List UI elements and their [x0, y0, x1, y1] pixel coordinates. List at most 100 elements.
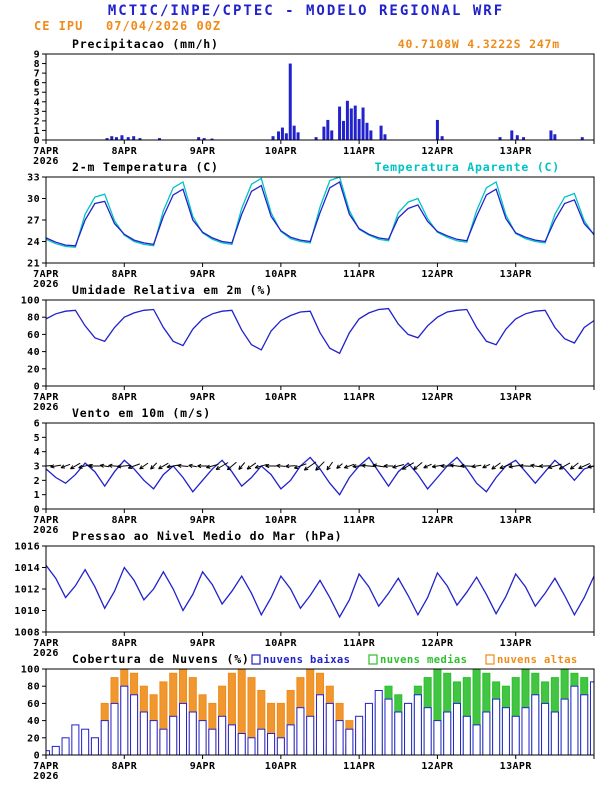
y-tick-label: 6 — [34, 419, 40, 430]
cloud-bar-nuvens-baixas — [384, 698, 393, 756]
precip-bar — [284, 133, 288, 140]
precip-bar — [158, 138, 162, 140]
x-tick-label: 12APR — [421, 146, 454, 157]
x-tick-label: 9APR — [190, 638, 216, 649]
precip-bar — [197, 137, 201, 140]
nuvens-frame — [45, 668, 595, 756]
cloud-bar-nuvens-baixas — [560, 698, 569, 756]
precip-bar — [522, 137, 526, 140]
series-umidade-relativa — [46, 307, 594, 355]
x-tick-label: 13APR — [500, 515, 533, 526]
precip-bar — [440, 136, 444, 140]
cloud-bar-nuvens-baixas — [550, 711, 559, 756]
x-tick-label: 10APR — [265, 515, 298, 526]
y-tick-label: 6 — [34, 78, 40, 89]
temperatura-plot-area — [46, 176, 594, 248]
series-pressao-nivel-mar — [46, 564, 594, 619]
x-tick-label: 9APR — [190, 515, 216, 526]
cloud-bar-nuvens-baixas — [472, 724, 481, 756]
precip-bar — [326, 119, 330, 140]
x-tick-label: 13APR — [500, 392, 533, 403]
cloud-bar-nuvens-baixas — [267, 733, 276, 756]
y-tick-label: 1 — [34, 126, 40, 137]
precip-bar — [580, 137, 584, 140]
y-tick-label: 20 — [27, 364, 40, 375]
precip-bar — [210, 138, 214, 140]
umidade-frame — [45, 299, 595, 387]
x-tick-label: 8APR — [111, 269, 137, 280]
cloud-bar-nuvens-baixas — [110, 702, 119, 756]
precip-bar — [114, 137, 118, 140]
x-tick-label: 8APR — [111, 392, 137, 403]
precipitacao-plot-area — [105, 63, 584, 140]
vento-title: Vento em 10m (m/s) — [72, 406, 211, 420]
cloud-bar-nuvens-baixas — [178, 702, 188, 756]
panel-temperatura: 21 24 27 30 33 7APR 8APR 9APR 10APR 11APR 12APR 13A… — [27, 160, 595, 290]
y-tick-label: 60 — [27, 699, 40, 710]
precip-bar — [341, 120, 345, 140]
precip-bar — [345, 100, 349, 140]
precip-bar — [132, 136, 136, 140]
cloud-bar-nuvens-baixas — [276, 737, 285, 756]
panel-pressao: 1008 1010 1012 1014 1016 7APR 8APR 9APR 10APR 11A… — [14, 529, 595, 659]
series-temperatura-2m — [46, 181, 594, 247]
cloud-bar-nuvens-baixas — [257, 728, 266, 756]
umidade-title: Umidade Relativa em 2m (%) — [72, 283, 273, 297]
cloud-bar-nuvens-baixas — [501, 707, 510, 756]
x-tick-label: 11APR — [343, 392, 376, 403]
cloud-bar-nuvens-baixas — [100, 720, 109, 756]
cloud-bar-nuvens-baixas — [46, 750, 51, 756]
precip-bar — [280, 127, 284, 140]
x-tick-label: 7APR — [33, 269, 59, 280]
panel-vento: 0 1 2 3 4 5 6 7APR 8APR 9APR 10APR 11APR 12APR 13APR 2… — [33, 406, 595, 536]
x-tick-label: 9APR — [190, 761, 216, 772]
cloud-bar-nuvens-baixas — [247, 737, 256, 756]
cloud-bar-nuvens-baixas — [286, 724, 295, 756]
precip-bar — [357, 118, 361, 140]
precip-bar — [338, 106, 342, 140]
x-tick-label: 12APR — [421, 515, 454, 526]
cloud-bar-nuvens-baixas — [218, 715, 227, 756]
x-tick-label: 11APR — [343, 638, 376, 649]
precip-bar — [296, 132, 300, 140]
x-tick-label: 8APR — [111, 146, 137, 157]
cloud-bar-nuvens-baixas — [139, 711, 148, 756]
x-tick-label: 12APR — [421, 269, 454, 280]
precip-bar — [435, 119, 439, 140]
y-tick-label: 5 — [34, 433, 40, 444]
year-label: 2026 — [33, 648, 59, 659]
precip-bar — [120, 135, 124, 140]
precip-bar — [353, 105, 357, 140]
temperatura-title: 2-m Temperatura (C) — [72, 160, 219, 174]
y-tick-label: 9 — [34, 50, 40, 61]
y-tick-label: 21 — [27, 259, 40, 270]
cloud-bar-nuvens-baixas — [580, 694, 589, 756]
cloud-bar-nuvens-baixas — [169, 715, 178, 756]
precip-bar — [549, 130, 553, 140]
precipitacao-title: Precipitacao (mm/h) — [72, 37, 219, 51]
y-tick-label: 80 — [27, 313, 40, 324]
umidade-plot-area — [46, 307, 594, 355]
x-tick-label: 7APR — [33, 761, 59, 772]
precip-bar — [110, 136, 114, 140]
y-tick-label: 0 — [34, 382, 40, 393]
cloud-bar-nuvens-baixas — [541, 702, 550, 756]
y-tick-label: 60 — [27, 330, 40, 341]
cloud-bar-nuvens-baixas — [159, 728, 168, 756]
cloud-bar-nuvens-baixas — [511, 715, 520, 756]
cloud-bar-nuvens-baixas — [433, 720, 442, 756]
x-tick-label: 10APR — [265, 761, 298, 772]
precip-bar — [271, 136, 275, 140]
x-tick-label: 10APR — [265, 392, 298, 403]
legend-swatch-orange — [485, 654, 495, 665]
cloud-bar-nuvens-baixas — [443, 711, 452, 756]
x-tick-label: 13APR — [500, 269, 533, 280]
y-tick-label: 0 — [34, 505, 40, 516]
cloud-bar-nuvens-baixas — [394, 711, 403, 756]
temperatura-frame — [45, 176, 595, 264]
precip-bar — [126, 137, 130, 140]
precip-bar — [288, 63, 292, 140]
